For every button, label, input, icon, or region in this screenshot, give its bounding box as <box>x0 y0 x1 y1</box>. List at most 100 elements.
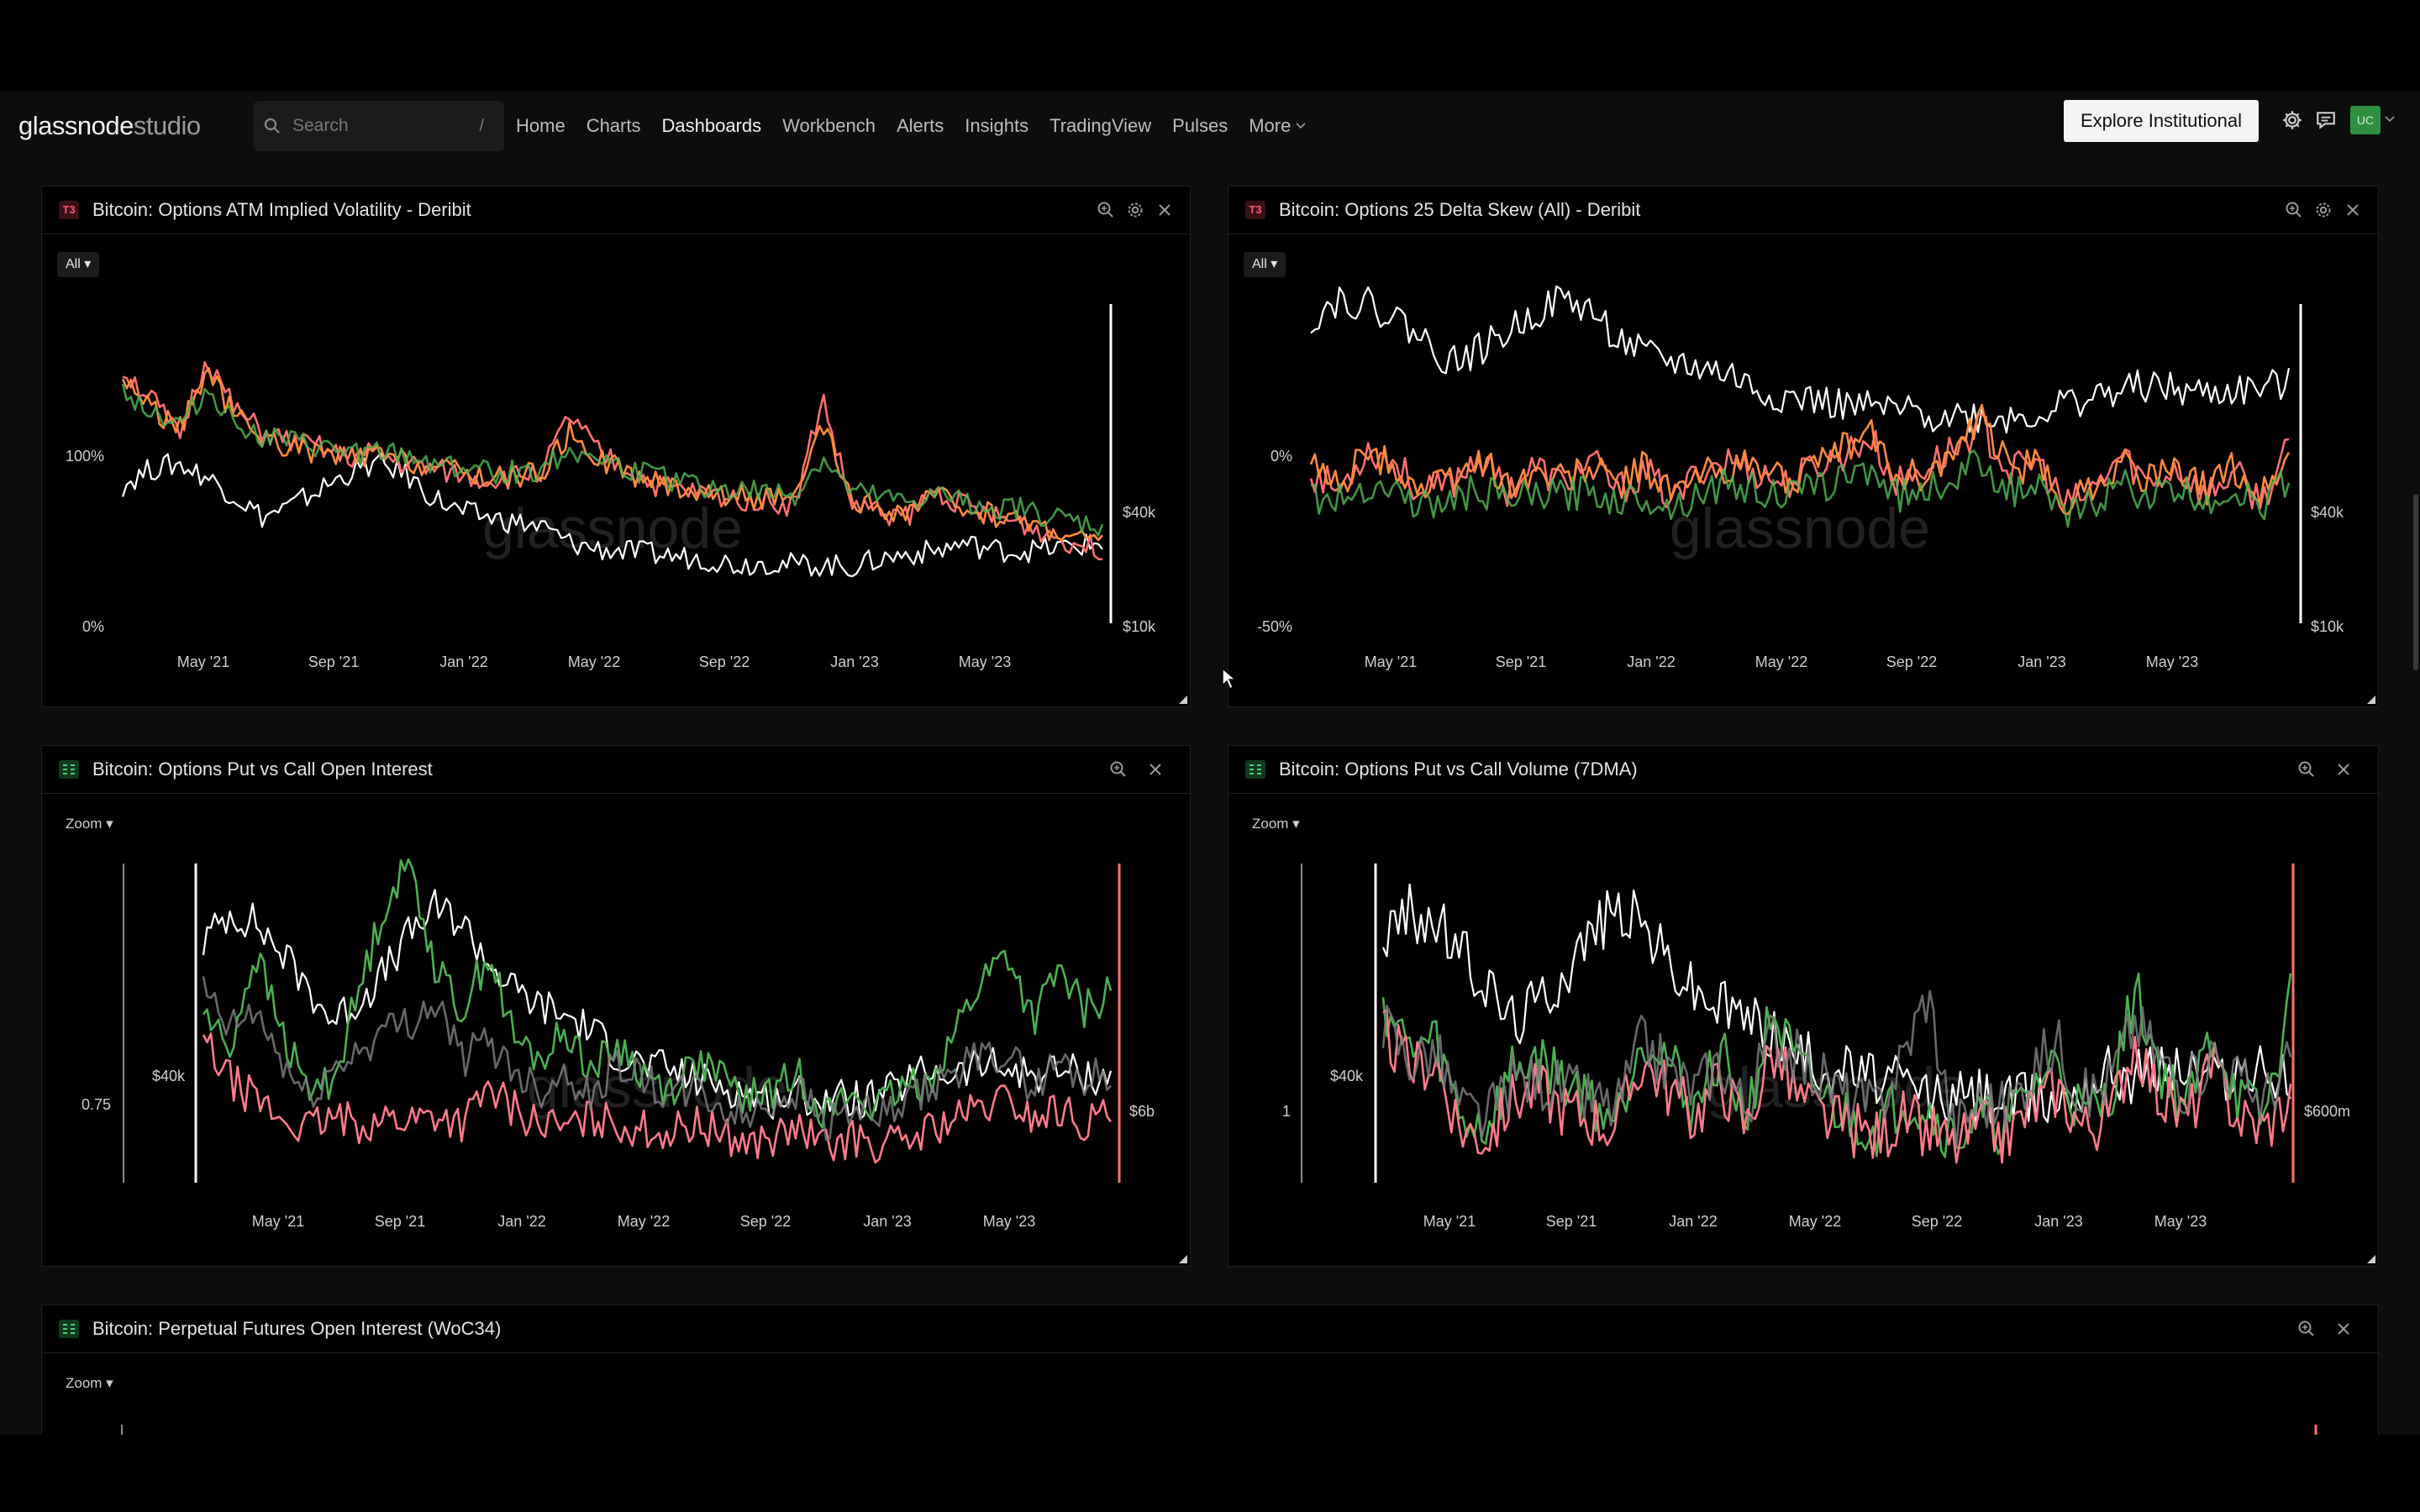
settings-icon[interactable] <box>2313 200 2333 220</box>
zoom-icon[interactable] <box>1108 759 1128 780</box>
search-input[interactable]: Search / <box>254 101 504 151</box>
x-tick-label: Sep '22 <box>1912 1213 1963 1230</box>
nav-insights[interactable]: Insights <box>965 115 1029 136</box>
logo-suffix: studio <box>133 111 201 140</box>
series-line-4 <box>1381 990 2292 1148</box>
y-ratio-tick-label: 1 <box>1282 1103 1291 1120</box>
watermark: glassnode <box>482 496 743 560</box>
panel-put-vs-call-volume: Bitcoin: Options Put vs Call Volume (7DM… <box>1228 745 2379 1267</box>
zoom-icon[interactable] <box>2296 759 2317 780</box>
zoom-dropdown[interactable]: Zoom ▾ <box>66 816 113 832</box>
avatar-chevron-down-icon[interactable] <box>2385 116 2395 123</box>
watermark: glassnode <box>527 1056 787 1120</box>
series-line-3 <box>121 366 1103 542</box>
y-left-tick-label: 0% <box>1270 448 1292 465</box>
gear-icon[interactable] <box>2281 109 2303 131</box>
tier-badge: T3 <box>1245 201 1265 219</box>
zoom-dropdown[interactable]: Zoom ▾ <box>1252 816 1300 832</box>
logo[interactable]: glassnodestudio <box>18 102 201 150</box>
x-tick-label: Jan '23 <box>2034 1213 2082 1230</box>
nav-dashboards[interactable]: Dashboards <box>661 115 762 136</box>
app-window: glassnodestudio Search / Home Charts Das… <box>0 91 2420 1435</box>
tier-badge: T3 <box>59 201 79 219</box>
x-tick-label: May '23 <box>983 1213 1035 1230</box>
x-tick-label: Sep '21 <box>1546 1213 1597 1230</box>
range-all-dropdown[interactable]: All ▾ <box>1244 252 1286 277</box>
zoom-dropdown[interactable]: Zoom ▾ <box>66 1375 113 1391</box>
y-right-tick-label: $10k <box>1123 618 1156 635</box>
search-shortcut: / <box>479 117 484 135</box>
series-line-3 <box>202 1032 1113 1164</box>
series-line-1 <box>202 889 1113 1120</box>
search-icon <box>264 118 280 134</box>
x-tick-label: Jan '22 <box>439 654 487 670</box>
x-tick-label: May '21 <box>252 1213 304 1230</box>
main-nav: Home Charts Dashboards Workbench Alerts … <box>516 91 1327 161</box>
y-price-tick-label: $40k <box>1330 1068 1364 1084</box>
panel-title: Bitcoin: Options Put vs Call Volume (7DM… <box>1279 759 1638 780</box>
avatar[interactable]: UC <box>2350 106 2381 134</box>
search-placeholder: Search <box>292 116 349 135</box>
x-tick-label: May '22 <box>618 1213 670 1230</box>
nav-more-label: More <box>1249 115 1292 136</box>
resize-handle[interactable] <box>1179 696 1187 704</box>
y-right-tick-label: $40k <box>1123 504 1156 521</box>
chart-atm-implied-volatility: glassnode May '21 Sep '21 Jan '22 May '22 Sep… <box>66 304 1156 670</box>
x-tick-label: May '21 <box>1365 654 1417 670</box>
chart-grid-icon <box>63 1324 75 1334</box>
chat-icon[interactable] <box>2315 109 2337 131</box>
x-tick-label: Jan '22 <box>1627 654 1675 670</box>
x-tick-label: Sep '22 <box>1886 654 1938 670</box>
series-line-3 <box>1382 1009 2292 1164</box>
close-icon[interactable] <box>1155 200 1175 220</box>
top-nav: glassnodestudio Search / Home Charts Das… <box>0 91 2420 165</box>
close-icon[interactable] <box>1145 759 1165 780</box>
close-icon[interactable] <box>2343 200 2363 220</box>
series-line-1 <box>1381 883 2291 1124</box>
y-left-tick-label: -50% <box>1257 618 1292 635</box>
x-tick-label: May '22 <box>568 654 620 670</box>
nav-home[interactable]: Home <box>516 115 566 136</box>
range-all-dropdown[interactable]: All ▾ <box>57 252 100 277</box>
settings-icon[interactable] <box>1125 200 1145 220</box>
explore-institutional-button[interactable]: Explore Institutional <box>2064 100 2259 142</box>
panel-25-delta-skew: T3 Bitcoin: Options 25 Delta Skew (All) … <box>1228 186 2379 707</box>
y-right-tick-label: $40k <box>2311 504 2344 521</box>
nav-workbench[interactable]: Workbench <box>782 115 876 136</box>
scrollbar[interactable] <box>2413 494 2418 670</box>
series-line-1 <box>1310 285 2291 434</box>
nav-pulses[interactable]: Pulses <box>1172 115 1228 136</box>
x-tick-label: May '21 <box>177 654 229 670</box>
x-tick-label: Jan '22 <box>497 1213 545 1230</box>
y-ratio-tick-label: 0.75 <box>82 1096 111 1113</box>
nav-alerts[interactable]: Alerts <box>897 115 944 136</box>
chart-type-badge <box>59 1320 79 1338</box>
mouse-cursor-icon <box>1222 667 1237 690</box>
chart-put-vs-call-open-interest: glassnode May '21 Sep '21 Jan '22 May '22 Sep… <box>82 858 1155 1230</box>
nav-tradingview[interactable]: TradingView <box>1050 115 1152 136</box>
y-price-tick-label: $40k <box>152 1068 186 1084</box>
x-tick-label: Sep '22 <box>699 654 750 670</box>
resize-handle[interactable] <box>2367 696 2375 704</box>
zoom-icon[interactable] <box>2296 1319 2317 1339</box>
x-tick-label: Jan '23 <box>2018 654 2065 670</box>
resize-handle[interactable] <box>2367 1255 2375 1263</box>
x-tick-label: May '23 <box>2154 1213 2207 1230</box>
panel-put-vs-call-open-interest: Bitcoin: Options Put vs Call Open Intere… <box>41 745 1191 1267</box>
x-tick-label: Jan '23 <box>830 654 878 670</box>
close-icon[interactable] <box>2333 759 2354 780</box>
nav-more[interactable]: More <box>1249 115 1306 137</box>
nav-charts[interactable]: Charts <box>586 115 641 136</box>
resize-handle[interactable] <box>1179 1255 1187 1263</box>
zoom-icon[interactable] <box>1096 200 1116 220</box>
series-line-4 <box>121 383 1104 537</box>
series-line-2 <box>1381 972 2292 1158</box>
panel-header: Bitcoin: Options Put vs Call Open Intere… <box>42 746 1190 794</box>
zoom-icon[interactable] <box>2284 200 2304 220</box>
x-tick-label: Sep '21 <box>308 654 360 670</box>
chart-type-badge <box>1245 760 1265 779</box>
chart-25-delta-skew: glassnode May '21 Sep '21 Jan '22 May '22 Sep… <box>1257 285 2344 670</box>
close-icon[interactable] <box>2333 1319 2354 1339</box>
letterbox-bottom <box>0 1435 2420 1512</box>
